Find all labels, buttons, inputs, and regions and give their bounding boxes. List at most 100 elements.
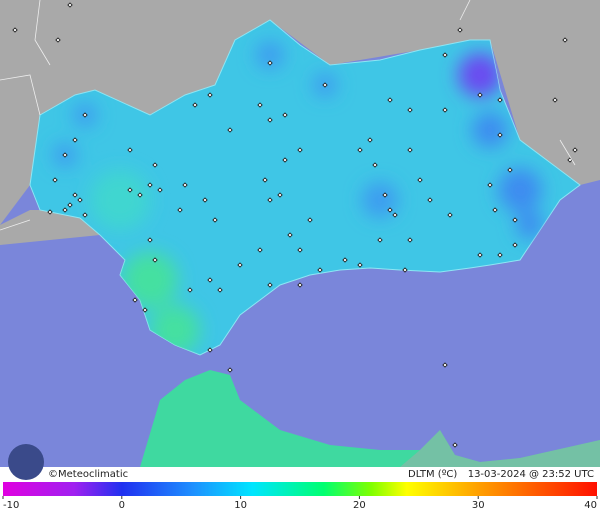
station [417,177,423,183]
station [447,212,453,218]
station [562,37,568,43]
station [297,247,303,253]
station [227,367,233,373]
logo [8,444,44,480]
station [477,252,483,258]
station [442,107,448,113]
station [72,192,78,198]
station [67,2,73,8]
station [77,197,83,203]
temperature-field [53,41,544,355]
station [267,117,273,123]
station [257,102,263,108]
station [452,442,458,448]
stations [12,2,578,448]
station [267,197,273,203]
colorbar-tick-label: 10 [234,500,247,511]
variable: DLTM (ºC) [408,469,457,480]
station [207,92,213,98]
colorbar-tick-label: 30 [472,500,485,511]
station [282,112,288,118]
station [282,157,288,163]
station [372,162,378,168]
station [552,97,558,103]
station [142,307,148,313]
station [177,207,183,213]
land-spain [0,0,600,225]
station [322,82,328,88]
station [227,127,233,133]
colorbar-tick-label: 40 [584,500,597,511]
station [47,209,53,215]
station [187,287,193,293]
station [492,207,498,213]
station [237,262,243,268]
station [357,262,363,268]
station [82,112,88,118]
station [137,192,143,198]
station [132,297,138,303]
station [147,182,153,188]
station [55,37,61,43]
station [497,252,503,258]
station [407,237,413,243]
colorbar-tick-label: 20 [353,500,366,511]
colorbar-tick-label: 0 [119,500,125,511]
station [52,177,58,183]
station [257,247,263,253]
station [127,147,133,153]
station [357,147,363,153]
station [207,277,213,283]
station [402,267,408,273]
colorbar-ticks: -10 0 10 20 30 40 [2,496,598,511]
station [287,232,293,238]
station [307,217,313,223]
timestamp: 13-03-2024 @ 23:52 UTC [468,469,594,480]
station [207,347,213,353]
station [487,182,493,188]
station [152,162,158,168]
station [442,362,448,368]
station [267,282,273,288]
station [387,97,393,103]
station [342,257,348,263]
station [217,287,223,293]
station [427,197,433,203]
station [297,147,303,153]
station [382,192,388,198]
station [387,207,393,213]
colorbar-tick-label: -10 [3,500,19,511]
station [392,212,398,218]
station [192,102,198,108]
station [512,242,518,248]
station [317,267,323,273]
station [267,60,273,66]
station [297,282,303,288]
station [212,217,218,223]
station [12,27,18,33]
station [182,182,188,188]
station [407,107,413,113]
station [262,177,268,183]
station [202,197,208,203]
station [277,192,283,198]
station [152,257,158,263]
station [407,147,413,153]
credit: ©Meteoclimatic [48,469,128,480]
station [442,52,448,58]
station [157,187,163,193]
station [512,217,518,223]
station [147,237,153,243]
land-portugal [0,210,100,245]
station [457,27,463,33]
station [62,207,68,213]
land-morocco [140,370,600,467]
station [367,137,373,143]
land-algeria [400,430,600,467]
station [572,147,578,153]
station [377,237,383,243]
station [507,167,513,173]
station [82,212,88,218]
station [477,92,483,98]
